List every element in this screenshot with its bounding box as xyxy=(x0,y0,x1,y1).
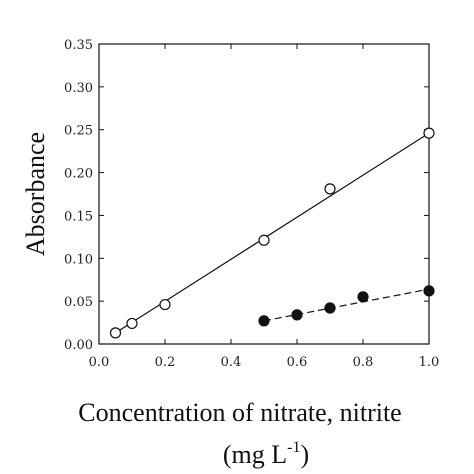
y-tick-label: 0.35 xyxy=(64,38,93,53)
series-2-point xyxy=(357,291,369,303)
x-tick-label: 0.2 xyxy=(155,355,176,370)
plot-frame xyxy=(98,43,430,345)
series-2-point xyxy=(423,285,435,297)
y-tick-label: 0.10 xyxy=(64,252,93,267)
series-1-point xyxy=(109,327,122,339)
series-1-fit-line xyxy=(115,132,430,334)
y-tick-label: 0.00 xyxy=(64,338,93,353)
x-tick-label: 0.0 xyxy=(89,355,110,370)
series-2-point xyxy=(324,302,336,314)
x-axis-unit: (mg L-1) xyxy=(223,439,309,469)
y-tick-label: 0.15 xyxy=(64,209,93,224)
x-tick-label: 0.8 xyxy=(353,355,374,370)
series-1-point xyxy=(258,234,270,246)
x-tick-label: 0.6 xyxy=(287,355,308,370)
x-axis-title: Concentration of nitrate, nitrite xyxy=(78,398,401,427)
x-tick-label: 1.0 xyxy=(419,355,440,370)
series-1-point xyxy=(324,183,336,195)
series-1-point xyxy=(159,298,171,311)
y-tick-label: 0.25 xyxy=(64,124,93,139)
y-axis-title: Absorbance xyxy=(21,132,50,256)
series-2-point xyxy=(291,309,303,321)
data-markers xyxy=(109,127,435,339)
axis-ticks: 0.0 0.2 0.4 0.6 0.8 1.0 0.00 0.05 0.10 0.15 0.20 0.… xyxy=(64,38,439,370)
series-1-point xyxy=(423,127,435,139)
x-tick-label: 0.4 xyxy=(221,355,242,370)
series-2-fit-line xyxy=(263,288,430,322)
y-tick-label: 0.05 xyxy=(64,295,93,310)
series-1-point xyxy=(126,317,138,330)
y-tick-label: 0.30 xyxy=(64,81,93,96)
series-2-point xyxy=(258,315,270,327)
y-tick-label: 0.20 xyxy=(64,167,93,182)
